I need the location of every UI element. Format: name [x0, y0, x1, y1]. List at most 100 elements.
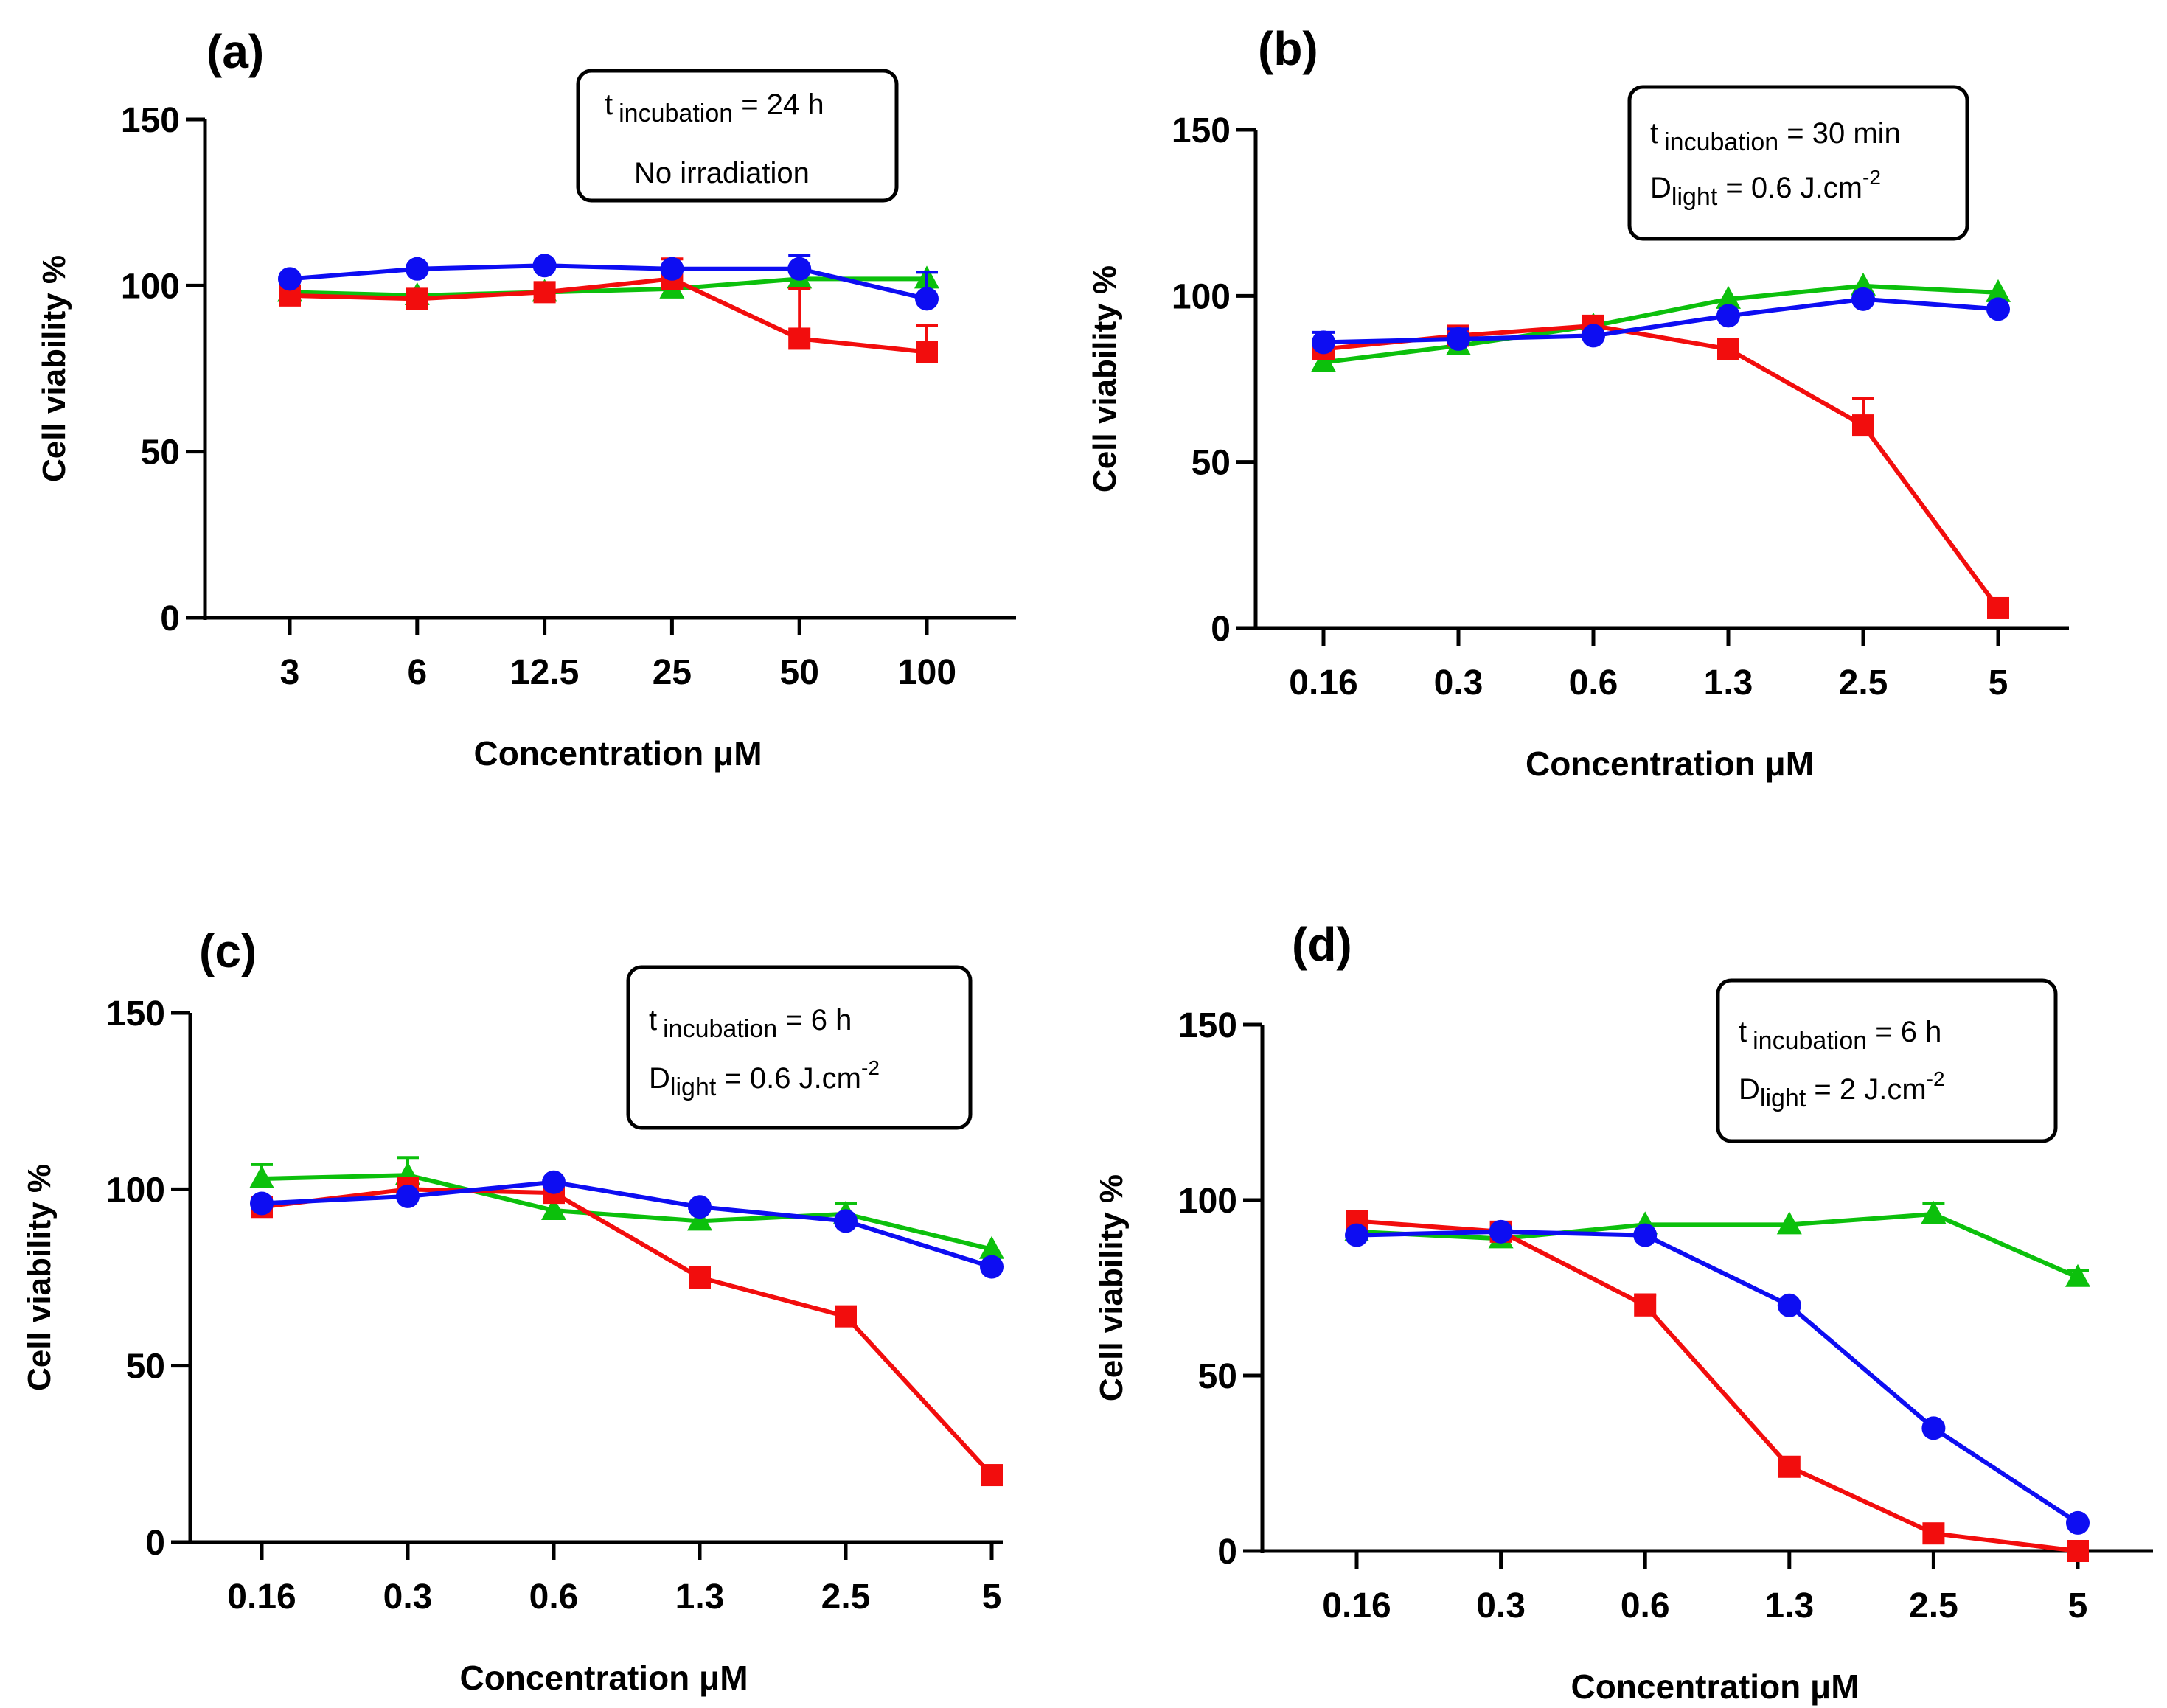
y-axis-label: Cell viability % — [21, 1164, 58, 1391]
y-tick-label: 50 — [1192, 444, 1231, 483]
data-point-circle — [542, 1170, 566, 1194]
data-point-triangle — [541, 1197, 566, 1221]
data-point-square — [1922, 1522, 1945, 1545]
series-line-green — [289, 276, 927, 298]
panel-title: (a) — [206, 25, 264, 78]
data-point-triangle — [1716, 285, 1741, 309]
data-point-triangle — [2065, 1263, 2090, 1287]
x-tick-label: 0.6 — [529, 1578, 579, 1617]
panel-title: (b) — [1258, 22, 1318, 75]
x-tick-label: 12.5 — [510, 653, 579, 692]
annotation-light-dose: Dlight = 2 J.cm-2 — [1739, 1067, 1945, 1112]
x-axis-label: Concentration μM — [1526, 745, 1814, 783]
data-point-circle — [1582, 324, 1605, 348]
y-tick-label: 50 — [141, 433, 180, 473]
x-tick-label: 0.6 — [1621, 1586, 1670, 1625]
annotation-box — [1716, 978, 2058, 1143]
data-point-square — [406, 287, 428, 310]
x-tick-label: 2.5 — [821, 1578, 871, 1617]
x-tick-label: 0.6 — [1569, 663, 1618, 703]
annotation-box — [1627, 85, 1969, 241]
panel-title: (c) — [199, 924, 257, 977]
x-tick-label: 0.3 — [1434, 663, 1483, 703]
series-blue — [1312, 287, 2010, 355]
series-red — [279, 257, 938, 363]
annotation-box — [576, 69, 899, 203]
annotation-incubation: t incubation = 6 h — [649, 1004, 852, 1043]
x-tick-label: 25 — [653, 653, 692, 692]
data-point-triangle — [249, 1165, 274, 1188]
y-tick-label: 150 — [106, 994, 165, 1033]
series-line-red — [261, 1187, 994, 1477]
x-tick-label: 3 — [280, 653, 300, 692]
data-point-square — [689, 1266, 711, 1289]
data-point-circle — [660, 257, 684, 281]
x-tick-label: 100 — [897, 653, 956, 692]
series-line-green — [261, 1173, 992, 1252]
series-red — [1346, 1210, 2089, 1562]
x-axis-label: Concentration μM — [473, 734, 762, 773]
x-axis-label: Concentration μM — [1571, 1667, 1859, 1706]
series-red — [1312, 314, 2009, 619]
y-tick-label: 50 — [126, 1348, 165, 1387]
panel-a: (a) 0 50 100 150 3 6 12.5 25 50 100 Concentration μ… — [36, 25, 1016, 773]
data-point-triangle — [1311, 349, 1336, 372]
y-axis-label: Cell viability % — [1087, 265, 1123, 492]
x-tick-label: 0.16 — [1322, 1586, 1391, 1625]
x-axis-label: Concentration μM — [459, 1659, 748, 1697]
series-line-blue — [1356, 1229, 2079, 1525]
data-point-circle — [1777, 1293, 1801, 1317]
y-tick-label: 150 — [1172, 111, 1231, 150]
y-axis-label: Cell viability % — [1093, 1174, 1130, 1401]
y-tick-label: 150 — [121, 101, 180, 140]
x-tick-label: 2.5 — [1909, 1586, 1958, 1625]
x-tick-label: 1.3 — [675, 1578, 725, 1617]
data-point-circle — [787, 257, 812, 281]
panel-c: (c) 0 50 100 150 0.16 0.3 0.6 1.3 2.5 5 Concentrati… — [21, 924, 1004, 1697]
x-tick-label: 0.16 — [1289, 663, 1357, 703]
data-point-circle — [250, 1191, 274, 1216]
y-tick-label: 0 — [1211, 610, 1231, 649]
data-point-circle — [1851, 287, 1875, 311]
x-tick-label: 0.3 — [383, 1578, 433, 1617]
data-point-triangle — [687, 1207, 712, 1231]
data-point-circle — [405, 257, 429, 281]
series-green — [1311, 272, 2011, 372]
panel-d: (d) 0 50 100 150 0.16 0.3 0.6 1.3 2.5 5 Concentrati… — [1093, 918, 2153, 1706]
x-tick-label: 50 — [780, 653, 819, 692]
data-point-triangle — [979, 1235, 1004, 1259]
y-tick-label: 100 — [1178, 1182, 1237, 1221]
series-blue — [278, 254, 939, 311]
annotation-irradiation: No irradiation — [634, 157, 810, 189]
x-tick-label: 0.16 — [227, 1578, 296, 1617]
data-point-circle — [1489, 1219, 1513, 1244]
y-tick-label: 100 — [1172, 277, 1231, 316]
series-line-red — [1323, 323, 2000, 610]
y-tick-label: 0 — [1217, 1533, 1237, 1572]
panel-b: (b) 0 50 100 150 0.16 0.3 0.6 1.3 2.5 5 Concentrati… — [1087, 22, 2069, 783]
data-point-triangle — [1921, 1201, 1947, 1224]
series-line-red — [289, 276, 928, 355]
data-point-circle — [2066, 1510, 2090, 1535]
data-point-square — [1634, 1294, 1657, 1317]
series-line-red — [1356, 1219, 2079, 1553]
series-green — [249, 1156, 1004, 1259]
series-line-blue — [289, 263, 928, 301]
data-point-square — [533, 281, 556, 304]
data-point-circle — [1921, 1416, 1946, 1440]
data-point-square — [1987, 596, 2009, 619]
series-blue — [250, 1170, 1004, 1279]
series-line-green — [1323, 283, 1999, 365]
annotation-incubation: t incubation = 24 h — [605, 88, 824, 128]
data-point-circle — [834, 1209, 858, 1233]
x-tick-label: 2.5 — [1839, 663, 1888, 703]
series-line-blue — [1323, 296, 1999, 345]
data-point-circle — [1345, 1223, 1368, 1247]
data-point-square — [788, 327, 811, 350]
data-point-circle — [688, 1195, 712, 1219]
annotation-light-dose: Dlight = 0.6 J.cm-2 — [649, 1056, 880, 1101]
annotation-incubation: t incubation = 30 min — [1650, 117, 1901, 156]
x-tick-label: 5 — [1989, 663, 2008, 703]
y-tick-label: 150 — [1178, 1006, 1237, 1045]
